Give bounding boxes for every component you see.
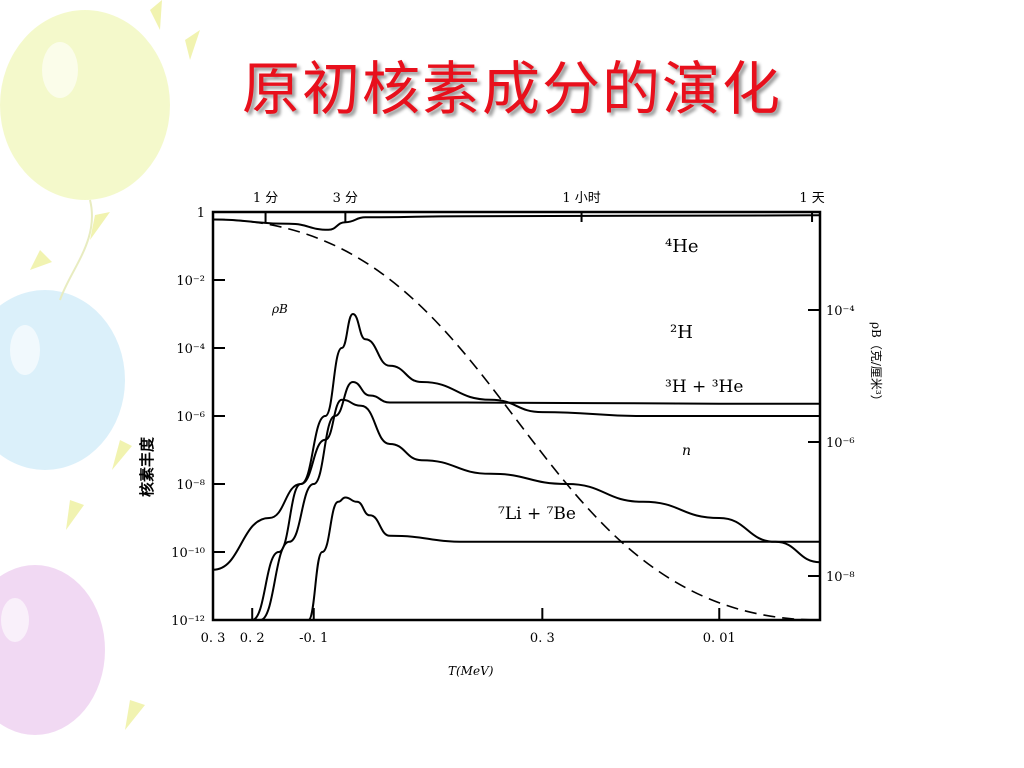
sun-ray (150, 0, 162, 30)
y-tick-label: 10⁻² (176, 274, 205, 289)
top-tick-label: 1 天 (799, 191, 824, 206)
label-li7-be7: ⁷Li + ⁷Be (498, 504, 576, 524)
series-rho-b-line (212, 218, 821, 621)
nucleosynthesis-chart: 1 10⁻² 10⁻⁴ 10⁻⁶ 10⁻⁸ 10⁻¹⁰ 10⁻¹² 10⁻⁴ 10⁻⁶ 10⁻⁸ 0… (138, 191, 883, 678)
series-he4-line (212, 214, 821, 231)
series-h2-line (251, 312, 820, 621)
label-h3-he3: ³H + ³He (665, 377, 743, 397)
balloon-blue-mid-shine (10, 325, 40, 375)
y-tick-label: 10⁻¹⁰ (171, 546, 205, 561)
label-h2: ²H (670, 322, 693, 343)
x-tick-label: 0. 01 (703, 631, 736, 646)
balloon-string (59, 199, 93, 301)
y-tick-label: 10⁻⁶ (176, 410, 205, 425)
top-tick-label: 1 小时 (562, 191, 600, 206)
sun-ray (185, 30, 200, 60)
label-n: n (682, 443, 691, 459)
y-tick-label: 1 (197, 206, 205, 221)
sun-ray (90, 212, 110, 240)
x-tick-label: -0. 1 (299, 631, 328, 646)
x-axis-title: T(MeV) (448, 664, 494, 678)
label-he4: ⁴He (665, 236, 699, 257)
label-rho-b: ρB (271, 302, 288, 316)
x-tick-label: 0. 2 (240, 631, 265, 646)
y-tick-label: 10⁻⁴ (176, 342, 205, 357)
y2-axis-title: ρB（克/厘米³） (869, 322, 883, 407)
top-tick-label: 3 分 (333, 191, 358, 206)
top-tick-label: 1 分 (253, 191, 278, 206)
slide-title: 原初核素成分的演化 (241, 55, 782, 123)
y2-tick-label: 10⁻⁸ (826, 570, 855, 585)
balloon-yellow-top (0, 10, 170, 200)
sun-ray (30, 250, 52, 270)
y2-tick-label: 10⁻⁶ (826, 436, 855, 451)
y-tick-label: 10⁻¹² (171, 614, 205, 629)
sun-ray (125, 700, 145, 730)
x-tick-label: 0. 3 (201, 631, 226, 646)
sun-ray (112, 440, 132, 470)
series-h3-he3-line (259, 380, 820, 621)
x-tick-label: 0. 3 (530, 631, 555, 646)
balloon-yellow-top-shine (42, 42, 78, 98)
y-axis-title: 核素丰度 (138, 436, 156, 497)
series-n-line (212, 398, 821, 571)
balloon-blue-mid (0, 290, 125, 470)
y-tick-label: 10⁻⁸ (176, 478, 205, 493)
y2-tick-label: 10⁻⁴ (826, 304, 855, 319)
series-li7-be7-line (307, 496, 820, 621)
sun-ray (66, 500, 84, 530)
balloon-purple-bottom (0, 565, 105, 735)
balloon-purple-bottom-shine (1, 598, 29, 642)
